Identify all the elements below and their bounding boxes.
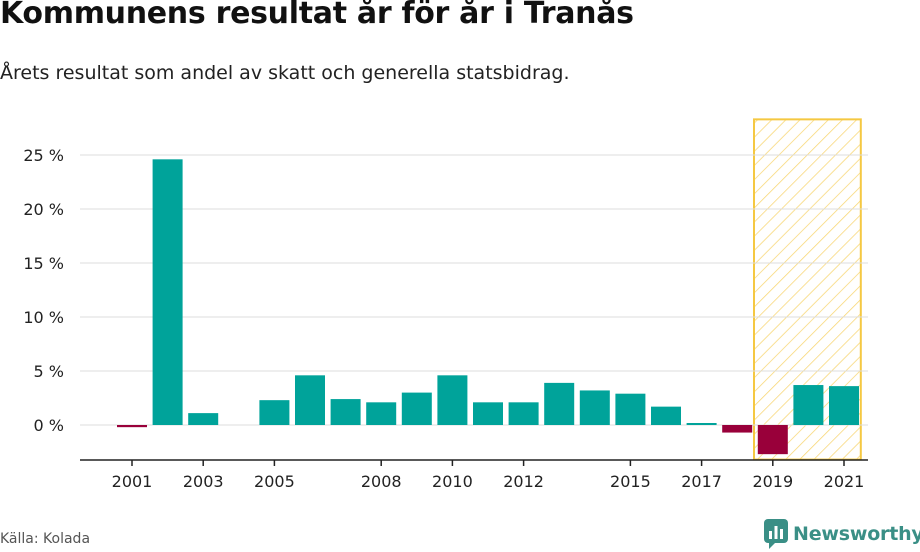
bar-2010 xyxy=(437,375,468,425)
x-tick-label: 2003 xyxy=(183,472,224,491)
x-tick-label: 2017 xyxy=(681,472,722,491)
newsworthy-brand[interactable]: Newsworthy xyxy=(764,518,920,550)
bar-2013 xyxy=(544,382,575,425)
bar-2007 xyxy=(330,399,361,425)
y-tick-label: 5 % xyxy=(34,362,64,381)
bar-2003 xyxy=(188,413,219,425)
x-tick-label: 2015 xyxy=(610,472,651,491)
bar-2015 xyxy=(615,393,646,425)
bar-2017 xyxy=(686,423,717,425)
y-tick-label: 20 % xyxy=(23,200,64,219)
y-tick-label: 10 % xyxy=(23,308,64,327)
bar-2009 xyxy=(401,392,432,425)
brand-name: Newsworthy xyxy=(793,523,920,545)
y-tick-label: 25 % xyxy=(23,146,64,165)
x-tick-label: 2021 xyxy=(824,472,865,491)
x-tick-label: 2001 xyxy=(112,472,153,491)
bar-2016 xyxy=(651,406,681,425)
bar-2005 xyxy=(259,400,290,425)
bar-2001 xyxy=(117,425,147,428)
bar-2014 xyxy=(579,390,610,425)
x-tick-label: 2008 xyxy=(361,472,402,491)
bar-2020 xyxy=(793,385,824,425)
bar-2011 xyxy=(473,402,503,425)
y-tick-label: 15 % xyxy=(23,254,64,273)
chart-title: Kommunens resultat år för år i Tranås xyxy=(0,0,634,31)
newsworthy-logo-icon xyxy=(764,519,788,549)
bar-2012 xyxy=(508,402,539,425)
y-tick-label: 0 % xyxy=(34,416,64,435)
x-tick-label: 2010 xyxy=(432,472,473,491)
x-tick-label: 2019 xyxy=(752,472,793,491)
x-tick-label: 2005 xyxy=(254,472,295,491)
bar-2019 xyxy=(757,425,788,455)
bar-2008 xyxy=(366,402,397,425)
bar-2006 xyxy=(295,375,325,425)
chart-subtitle: Årets resultat som andel av skatt och ge… xyxy=(0,62,570,84)
bar-2021 xyxy=(829,386,859,425)
bar-2018 xyxy=(722,425,753,433)
source-note: Källa: Kolada xyxy=(0,531,91,547)
x-tick-label: 2012 xyxy=(503,472,544,491)
bar-2002 xyxy=(152,159,183,425)
